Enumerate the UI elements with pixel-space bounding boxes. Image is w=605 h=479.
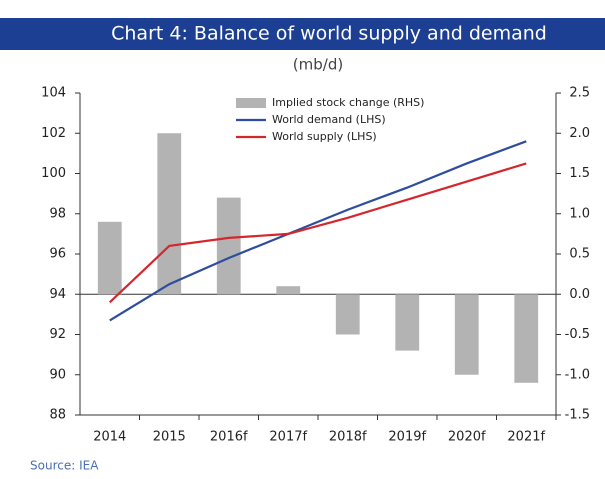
legend-swatch xyxy=(236,98,266,108)
y2-tick-label: -1.0 xyxy=(565,367,590,382)
line xyxy=(109,140,527,322)
x-tick-label: 2016f xyxy=(210,430,248,445)
line xyxy=(108,162,527,304)
title-banner xyxy=(0,18,605,50)
y2-tick-label: -0.5 xyxy=(565,327,590,342)
y-tick-label: 98 xyxy=(49,206,66,221)
y-tick-label: 96 xyxy=(49,247,66,262)
y-tick-label: 94 xyxy=(49,287,66,302)
source: Source: IEA xyxy=(30,459,99,473)
bar xyxy=(157,133,182,295)
y-tick-label: 104 xyxy=(41,86,66,101)
y-tick-label: 92 xyxy=(49,327,66,342)
legend-label: World supply (LHS) xyxy=(272,130,377,143)
y2-tick-label: 0.0 xyxy=(569,287,590,302)
bar xyxy=(514,294,539,383)
x-tick-label: 2017f xyxy=(269,430,307,445)
bar xyxy=(454,294,479,375)
y-tick-label: 88 xyxy=(49,408,66,423)
bar xyxy=(97,221,122,295)
x-tick-label: 2020f xyxy=(448,430,486,445)
y2-tick-label: 1.0 xyxy=(569,206,590,221)
chart-subtitle: (mb/d) xyxy=(293,56,343,74)
legend-label: Implied stock change (RHS) xyxy=(272,96,424,109)
x-tick-label: 2019f xyxy=(388,430,426,445)
bar xyxy=(395,294,420,351)
chart-title: Chart 4: Balance of world supply and dem… xyxy=(111,23,547,45)
y2-tick-label: 2.5 xyxy=(569,86,590,101)
y-tick-label: 100 xyxy=(41,166,66,181)
bar xyxy=(335,294,360,335)
y2-tick-label: 0.5 xyxy=(569,247,590,262)
y2-tick-label: -1.5 xyxy=(565,408,590,423)
y2-tick-label: 2.0 xyxy=(569,126,590,141)
y-tick-label: 102 xyxy=(41,126,66,141)
y2-tick-label: 1.5 xyxy=(569,166,590,181)
x-tick-label: 2018f xyxy=(329,430,367,445)
x-tick-label: 2021f xyxy=(507,430,545,445)
legend-label: World demand (LHS) xyxy=(272,113,386,126)
bar xyxy=(216,197,241,295)
bar xyxy=(276,286,301,295)
y-tick-label: 90 xyxy=(49,367,66,382)
x-tick-label: 2015 xyxy=(153,430,186,445)
x-tick-label: 2014 xyxy=(93,430,126,445)
